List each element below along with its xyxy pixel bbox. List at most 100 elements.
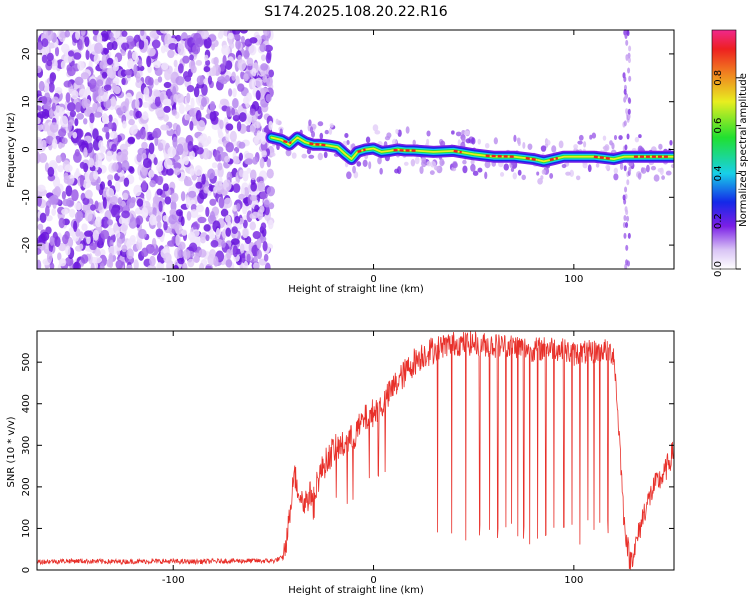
noise-blob <box>110 207 118 216</box>
ridge-speck <box>403 161 409 166</box>
noise-blob <box>107 121 114 130</box>
noise-blob <box>238 141 246 149</box>
noise-blob <box>114 56 119 68</box>
noise-blob <box>167 49 175 59</box>
ridge-speck <box>517 169 522 176</box>
noise-blob <box>133 184 142 197</box>
noise-blob <box>188 190 197 198</box>
noise-blob <box>129 166 135 174</box>
noise-blob <box>268 202 275 210</box>
noise-blob <box>156 175 164 186</box>
noise-blob <box>251 115 257 127</box>
noise-blob <box>116 237 122 248</box>
noise-blob <box>99 262 105 269</box>
colorbar-ticks: 0.0 0.2 0.4 0.6 0.8 <box>713 70 741 277</box>
interference-blob <box>625 108 629 115</box>
noise-blob <box>252 156 259 165</box>
noise-blob <box>244 38 253 47</box>
noise-blob <box>192 32 202 45</box>
noise-blob <box>160 124 169 131</box>
ridge-speck <box>613 135 618 141</box>
interference-blob <box>627 113 631 120</box>
noise-blob <box>192 44 201 55</box>
noise-blob <box>101 216 110 229</box>
noise-blob <box>251 78 256 90</box>
noise-blob <box>39 212 47 223</box>
noise-blob <box>63 80 72 88</box>
ridge-speck <box>512 172 518 180</box>
noise-blob <box>255 90 261 101</box>
noise-blob <box>46 30 54 41</box>
ridge-speck <box>565 171 571 176</box>
noise-blob <box>81 223 88 232</box>
noise-blob <box>259 43 267 53</box>
noise-blob <box>77 128 83 139</box>
ridge-speck <box>324 129 329 135</box>
noise-blob <box>102 196 107 209</box>
noise-blob <box>92 229 100 241</box>
noise-blob <box>157 76 163 83</box>
snr-y-tick-label: 300 <box>21 436 32 455</box>
noise-blob <box>236 121 242 132</box>
ridge-speck <box>634 136 640 143</box>
noise-blob <box>161 62 169 71</box>
noise-blob <box>192 221 200 231</box>
noise-blob <box>190 65 197 74</box>
noise-blob <box>184 179 193 187</box>
colorbar-tick-label: 0.6 <box>713 118 724 134</box>
noise-blob <box>170 192 179 203</box>
noise-blob <box>48 82 55 93</box>
ridge-speck <box>604 144 610 152</box>
ridge-speck <box>270 152 276 157</box>
noise-blob <box>260 135 267 145</box>
noise-blob <box>100 30 109 42</box>
noise-blob <box>74 76 84 86</box>
noise-blob <box>67 121 72 132</box>
noise-blob <box>241 252 246 264</box>
noise-blob <box>227 32 234 40</box>
noise-blob <box>187 258 195 268</box>
interference-blob <box>623 120 627 127</box>
noise-blob <box>222 179 232 192</box>
interference-blob <box>625 30 629 36</box>
noise-blob <box>224 74 230 82</box>
noise-blob <box>203 37 212 49</box>
noise-blob <box>180 191 186 202</box>
ridge-speck <box>365 136 371 144</box>
noise-blob <box>232 183 241 193</box>
noise-blob <box>196 147 204 155</box>
noise-blob <box>266 158 272 168</box>
interference-blob <box>626 133 630 140</box>
noise-blob <box>61 191 67 200</box>
noise-blob <box>122 120 127 129</box>
ridge-speck <box>653 174 660 182</box>
noise-blob <box>156 221 162 229</box>
ridge-hotspot <box>525 156 538 162</box>
ridge-hotspot <box>593 155 611 160</box>
noise-blob <box>111 40 118 51</box>
ridge-speck <box>301 153 308 159</box>
noise-blob <box>203 186 209 194</box>
interference-blob <box>624 186 628 193</box>
noise-blob <box>201 30 210 40</box>
snr-y-tick-label: 0 <box>21 567 32 573</box>
noise-blob <box>153 89 161 98</box>
noise-blob <box>46 59 53 67</box>
noise-blob <box>148 142 155 155</box>
noise-blob <box>41 54 48 64</box>
ridge-speck <box>308 154 315 159</box>
noise-blob <box>174 167 181 176</box>
noise-blob <box>146 55 152 68</box>
noise-blob <box>212 65 217 77</box>
spectrogram-y-tick-label: -10 <box>21 189 32 205</box>
noise-blob <box>239 243 245 254</box>
noise-blob <box>242 205 248 215</box>
noise-blob <box>244 152 254 159</box>
snr-x-axis-label: Height of straight line (km) <box>288 585 424 596</box>
ridge-speck <box>426 160 431 167</box>
noise-blob <box>266 77 273 87</box>
noise-blob <box>268 69 275 78</box>
noise-blob <box>100 181 106 191</box>
noise-blob <box>86 235 91 245</box>
ridge-speck <box>583 141 587 148</box>
